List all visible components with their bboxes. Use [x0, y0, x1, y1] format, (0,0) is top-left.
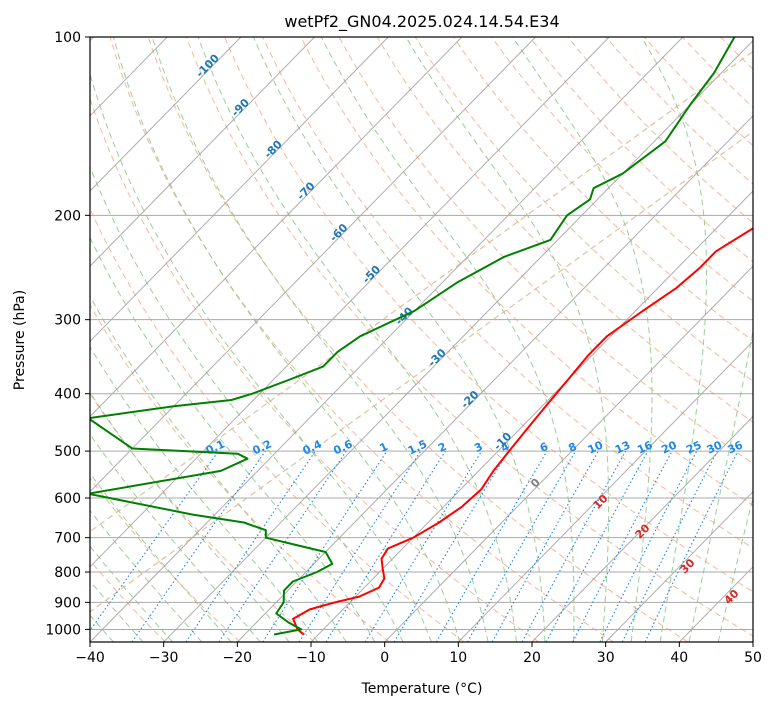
x-tick-label: 40: [670, 650, 688, 666]
y-tick-label: 900: [54, 595, 81, 611]
mixing-ratio-line: [298, 450, 422, 642]
isotherm-line: [90, 37, 463, 418]
isotherm-line: [90, 37, 536, 493]
dry-adiabat-line: [224, 37, 753, 593]
y-tick-label: 400: [54, 387, 81, 403]
isotherm-line: [90, 37, 315, 267]
dry-adiabat-line: [90, 477, 241, 642]
moist-adiabat-line: [90, 165, 404, 642]
mixing-ratio-label: 16: [635, 438, 655, 456]
moist-adiabat-line: [688, 328, 753, 642]
mixing-ratio-label: 20: [659, 438, 679, 456]
x-tick-label: 50: [744, 650, 762, 666]
y-tick-label: 500: [54, 444, 81, 460]
moist-adiabat-line: [717, 496, 753, 642]
moist-adiabat-line: [197, 37, 517, 642]
dry-adiabat-line: [90, 392, 316, 642]
y-tick-label: 600: [54, 491, 81, 507]
isotherm-line: [90, 37, 610, 568]
dry-adiabat-line: [491, 37, 753, 302]
moist-adiabat-line: [90, 391, 290, 642]
mixing-ratio-label: 36: [726, 438, 746, 456]
profile-lines: [90, 37, 753, 636]
moist-adiabat-line: [151, 37, 489, 642]
chart-title: wetPf2_GN04.2025.024.14.54.E34: [284, 12, 559, 32]
mixing-ratio-label: 30: [705, 438, 725, 456]
dry-adiabat-line: [147, 37, 689, 642]
moist-adiabat-line: [90, 72, 432, 642]
mixing-ratio-label: 13: [613, 438, 632, 456]
moist-adiabat-line: [90, 472, 232, 642]
background-lines: [90, 37, 753, 642]
mixing-ratio-line: [599, 450, 698, 642]
moist-adiabat-line: [90, 345, 319, 642]
isotherm-line: [384, 265, 753, 642]
moist-adiabat-line: [253, 37, 546, 642]
saturation-curve: [90, 50, 753, 533]
moist-adiabat-line: [405, 37, 610, 642]
dry-adiabat-line: [90, 97, 540, 642]
dry-adiabat-line: [90, 303, 390, 642]
mixing-ratio-line: [364, 450, 483, 642]
isotherm-line: [90, 37, 684, 642]
isotherm-line: [163, 39, 753, 642]
y-tick-label: 300: [54, 313, 81, 329]
dry-adiabat-line: [262, 37, 753, 549]
mixing-ratio-label: 25: [684, 438, 703, 456]
moist-adiabat-line: [90, 295, 347, 642]
y-tick-label: 100: [54, 30, 81, 46]
mixing-ratio-line: [621, 450, 718, 642]
mixing-ratio-line: [545, 450, 649, 642]
saturation-curve: [90, 130, 753, 613]
y-tick-label: 800: [54, 565, 81, 581]
plot-frame: [89, 36, 754, 643]
mixing-ratio-line: [90, 450, 220, 632]
x-tick-label: 30: [597, 650, 615, 666]
moist-adiabat-line: [112, 37, 461, 642]
dewpoint-profile-line: [90, 37, 736, 636]
axes: −40 −30 −20 −10 0 10 20 30 40 50 100 200 300 400 500 60…: [45, 30, 762, 666]
y-tick-label: 1000: [45, 622, 81, 638]
mixing-ratio-label: 10: [586, 438, 606, 456]
x-tick-label: −40: [75, 650, 105, 666]
moist-adiabat-line: [641, 37, 707, 642]
x-tick-label: −10: [296, 650, 326, 666]
x-tick-label: −30: [149, 650, 179, 666]
mixing-ratio-line: [185, 450, 316, 642]
x-tick-label: 0: [380, 650, 389, 666]
x-tick-label: −20: [223, 650, 253, 666]
moist-adiabat-line: [90, 236, 376, 642]
isotherm-line: [236, 115, 753, 642]
isotherm-line: [605, 490, 753, 642]
mixing-ratio-line: [262, 450, 388, 642]
moist-adiabat-line: [512, 37, 653, 642]
moist-adiabat-line: [320, 37, 575, 642]
isotherm-line: [90, 37, 389, 343]
isotherm-line: [457, 340, 753, 642]
mixing-ratio-line: [491, 450, 599, 642]
mixing-ratio-line: [131, 450, 266, 642]
x-tick-label: 20: [523, 650, 541, 666]
mixing-ratio-line: [467, 450, 577, 642]
isotherm-line: [310, 190, 753, 642]
isotherm-line: [90, 37, 242, 192]
mixing-ratio-line: [521, 450, 627, 642]
x-tick-label: 10: [449, 650, 467, 666]
x-axis-title: Temperature (°C): [361, 681, 483, 697]
dry-adiabat-line: [300, 37, 753, 507]
mixing-ratio-line: [218, 450, 347, 642]
y-axis-title: Pressure (hPa): [12, 290, 28, 390]
y-tick-label: 200: [54, 208, 81, 224]
y-tick-label: 700: [54, 531, 81, 547]
isotherm-line: [531, 415, 753, 642]
temperature-profile-line: [292, 227, 753, 636]
